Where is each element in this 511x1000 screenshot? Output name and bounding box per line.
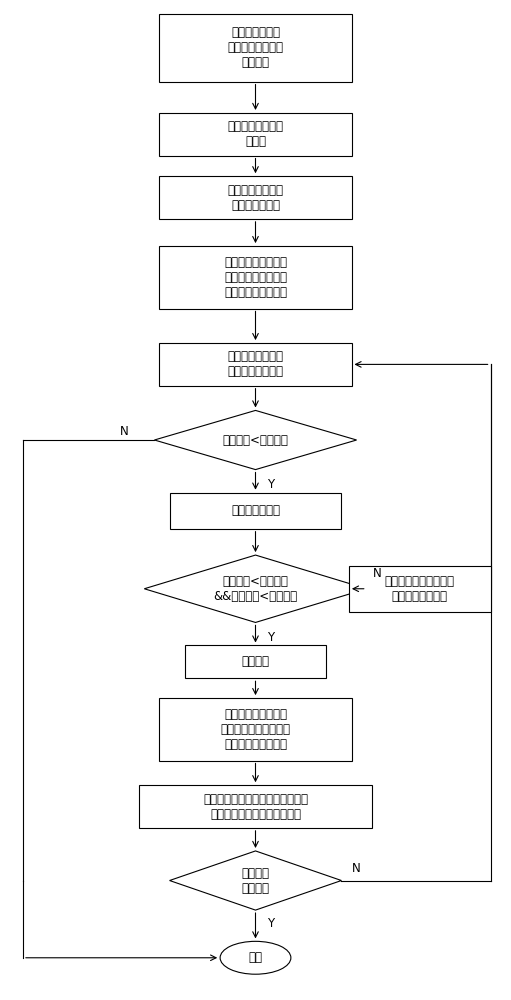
Text: 根据折叠点计算折
叠时产生的误差: 根据折叠点计算折 叠时产生的误差 bbox=[227, 184, 284, 212]
Text: 体积误差<体积阈值: 体积误差<体积阈值 bbox=[223, 434, 288, 447]
Text: 取出链表中当前节点指
向的下一个三角形: 取出链表中当前节点指 向的下一个三角形 bbox=[385, 575, 455, 603]
Text: Y: Y bbox=[267, 917, 274, 930]
Text: 选择链表中第一个
节点对应的三角形: 选择链表中第一个 节点对应的三角形 bbox=[227, 350, 284, 378]
FancyBboxPatch shape bbox=[185, 645, 326, 678]
Polygon shape bbox=[170, 851, 341, 910]
Text: 折叠处理: 折叠处理 bbox=[242, 655, 269, 668]
FancyBboxPatch shape bbox=[159, 14, 352, 82]
Ellipse shape bbox=[220, 941, 291, 974]
FancyBboxPatch shape bbox=[159, 176, 352, 219]
Text: N: N bbox=[120, 425, 128, 438]
Polygon shape bbox=[154, 410, 357, 470]
Text: N: N bbox=[352, 862, 361, 875]
Text: 删除链表中的当前节
点，计算受影响的相关
拓扑三角形的折叠点: 删除链表中的当前节 点，计算受影响的相关 拓扑三角形的折叠点 bbox=[221, 708, 290, 751]
Polygon shape bbox=[144, 555, 367, 622]
Text: 进行虚折叠操作: 进行虚折叠操作 bbox=[231, 504, 280, 517]
FancyBboxPatch shape bbox=[159, 343, 352, 386]
Text: N: N bbox=[373, 567, 381, 580]
FancyBboxPatch shape bbox=[159, 246, 352, 309]
Text: 根据受影响的相关拓扑三角形的折
叠点计算新体积值并更新链表: 根据受影响的相关拓扑三角形的折 叠点计算新体积值并更新链表 bbox=[203, 793, 308, 821]
Text: 结束: 结束 bbox=[248, 951, 263, 964]
FancyBboxPatch shape bbox=[170, 493, 341, 529]
FancyBboxPatch shape bbox=[349, 566, 491, 612]
Text: 按体积误差值从小到
大排序三角形，并将
三角形保存于链表中: 按体积误差值从小到 大排序三角形，并将 三角形保存于链表中 bbox=[224, 256, 287, 299]
Text: 读入三维网格数
据，建立三角形的
拓扑结构: 读入三维网格数 据，建立三角形的 拓扑结构 bbox=[227, 26, 284, 69]
FancyBboxPatch shape bbox=[159, 113, 352, 156]
Text: 最大面积<面积阈值
&&角度误差<角度阈值: 最大面积<面积阈值 &&角度误差<角度阈值 bbox=[214, 575, 297, 603]
Text: 达到预期
简化目标: 达到预期 简化目标 bbox=[242, 867, 269, 895]
Text: Y: Y bbox=[267, 631, 274, 644]
Text: 计算每个三角形的
折叠点: 计算每个三角形的 折叠点 bbox=[227, 120, 284, 148]
Text: Y: Y bbox=[267, 478, 274, 491]
FancyBboxPatch shape bbox=[159, 698, 352, 761]
FancyBboxPatch shape bbox=[140, 785, 371, 828]
